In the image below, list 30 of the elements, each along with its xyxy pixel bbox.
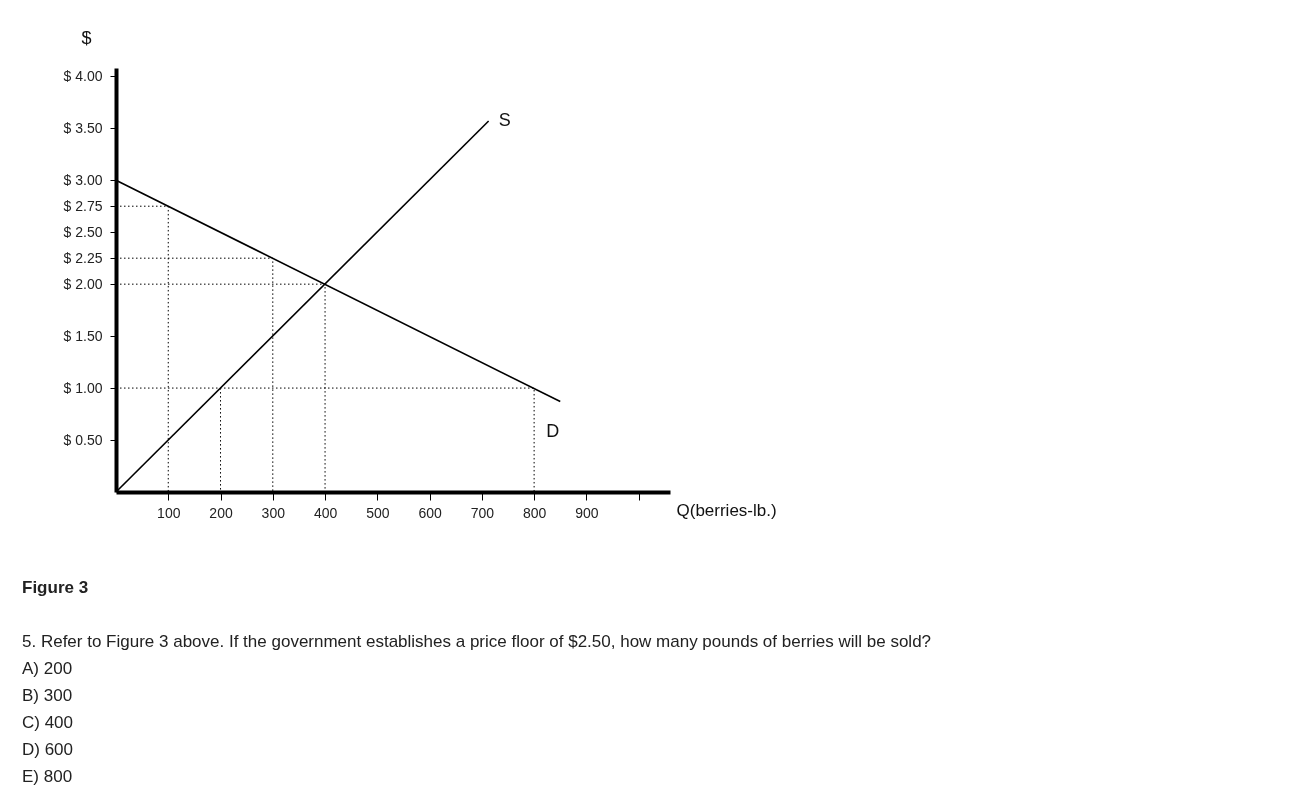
y-tick-label: $ 4.00 [63, 67, 103, 84]
y-tick-label: $ 1.50 [63, 327, 103, 344]
y-tick-label: $ 3.50 [63, 119, 103, 136]
y-tick-label: $ 2.50 [63, 223, 103, 240]
y-tick-label: $ 3.00 [63, 171, 103, 188]
y-tick-label: $ 0.50 [63, 431, 103, 448]
caption: Figure 3 [22, 577, 90, 599]
series-label: D [546, 420, 560, 441]
x-tick-label: 900 [575, 504, 599, 521]
text: E) 800 [22, 766, 74, 788]
text: B) 300 [22, 685, 74, 707]
x-tick-label: 400 [313, 504, 338, 521]
x-tick-label: 700 [470, 504, 495, 521]
y-tick-label: $ 2.25 [63, 249, 103, 266]
text: C) 400 [22, 712, 75, 734]
x-tick-label: 800 [522, 504, 547, 521]
text: 5. Refer to Figure 3 above. If the government establishes a price floor of $2.50, how many pounds of berries will be sold? [22, 631, 932, 653]
text: A) 200 [22, 658, 74, 680]
x-tick-label: 200 [209, 504, 233, 521]
x-tick-label: 500 [366, 504, 390, 521]
y-axis-title: $ [81, 27, 92, 48]
y-tick-label: $ 2.75 [63, 197, 103, 214]
y-tick-label: $ 2.00 [63, 275, 103, 292]
x-axis-title: Q(berries-lb.) [676, 500, 777, 520]
text: D) 600 [22, 739, 75, 761]
y-tick-label: $ 1.00 [63, 379, 103, 396]
series-label: S [498, 110, 511, 130]
x-tick-label: 600 [418, 504, 442, 521]
x-tick-label: 300 [261, 504, 286, 521]
x-tick-label: 100 [157, 504, 181, 521]
